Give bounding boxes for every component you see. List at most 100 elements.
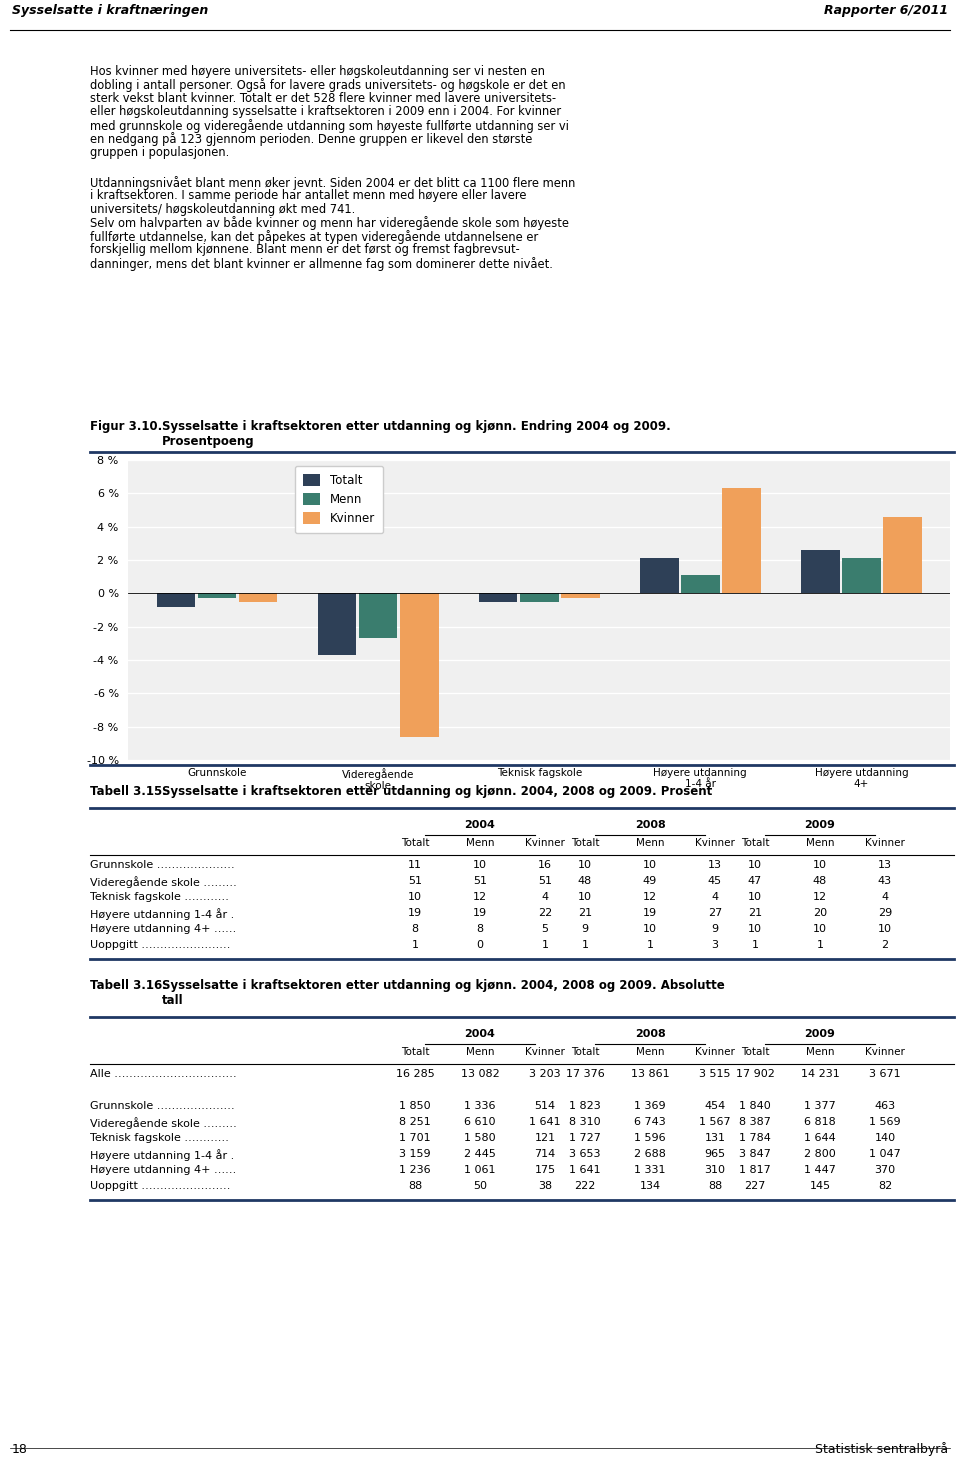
Text: 8: 8 (412, 924, 419, 934)
Text: 1 823: 1 823 (569, 1101, 601, 1111)
Bar (520, 593, 559, 602)
Text: Hos kvinner med høyere universitets- eller høgskoleutdanning ser vi nesten en: Hos kvinner med høyere universitets- ell… (90, 65, 545, 78)
Text: 43: 43 (878, 876, 892, 885)
Text: 22: 22 (538, 907, 552, 918)
Text: 1 850: 1 850 (399, 1101, 431, 1111)
Text: i kraftsektoren. I samme periode har antallet menn med høyere eller lavere: i kraftsektoren. I samme periode har ant… (90, 189, 526, 202)
Text: 1 784: 1 784 (739, 1134, 771, 1142)
Text: 12: 12 (473, 893, 487, 902)
Text: 2004: 2004 (465, 1029, 495, 1039)
Text: 49: 49 (643, 876, 658, 885)
Text: 3 515: 3 515 (699, 1069, 731, 1079)
Text: 1 644: 1 644 (804, 1134, 836, 1142)
Text: 1 567: 1 567 (699, 1117, 731, 1128)
Text: 965: 965 (705, 1148, 726, 1159)
Text: 10: 10 (878, 924, 892, 934)
Bar (156, 593, 195, 606)
Text: 2: 2 (881, 940, 889, 950)
Text: 145: 145 (809, 1181, 830, 1191)
Text: 3: 3 (711, 940, 718, 950)
Bar (400, 593, 439, 736)
Text: Uoppgitt ……………………: Uoppgitt …………………… (90, 1181, 230, 1191)
Text: 310: 310 (705, 1165, 726, 1175)
Text: Menn: Menn (805, 838, 834, 848)
Text: 21: 21 (578, 907, 592, 918)
Text: 10: 10 (408, 893, 422, 902)
Legend: Totalt, Menn, Kvinner: Totalt, Menn, Kvinner (295, 466, 383, 534)
Text: 12: 12 (813, 893, 828, 902)
Text: Grunnskole …………………: Grunnskole ………………… (90, 1101, 234, 1111)
Text: 1 336: 1 336 (465, 1101, 495, 1111)
Text: 454: 454 (705, 1101, 726, 1111)
Text: 82: 82 (877, 1181, 892, 1191)
Text: 17 902: 17 902 (735, 1069, 775, 1079)
Text: 6 610: 6 610 (465, 1117, 495, 1128)
Text: 10: 10 (813, 860, 827, 871)
Text: Selv om halvparten av både kvinner og menn har videregående skole som høyeste: Selv om halvparten av både kvinner og me… (90, 216, 569, 231)
Text: 4: 4 (711, 893, 719, 902)
Text: Prosentpoeng: Prosentpoeng (162, 435, 254, 448)
Text: 1: 1 (817, 940, 824, 950)
Text: Menn: Menn (466, 838, 494, 848)
Text: 10: 10 (748, 860, 762, 871)
Text: Statistisk sentralbyrå: Statistisk sentralbyrå (815, 1443, 948, 1456)
Text: 21: 21 (748, 907, 762, 918)
Text: 9: 9 (711, 924, 719, 934)
Text: 10: 10 (643, 860, 657, 871)
Text: 27: 27 (708, 907, 722, 918)
Text: 463: 463 (875, 1101, 896, 1111)
Text: 16: 16 (538, 860, 552, 871)
Text: 222: 222 (574, 1181, 596, 1191)
Text: 48: 48 (578, 876, 592, 885)
Text: Kvinner: Kvinner (525, 1046, 564, 1057)
Text: 1: 1 (582, 940, 588, 950)
Text: 4: 4 (881, 893, 889, 902)
Text: Teknisk fagskole …………: Teknisk fagskole ………… (90, 893, 228, 902)
Text: 1 641: 1 641 (569, 1165, 601, 1175)
Text: Teknisk fagskole …………: Teknisk fagskole ………… (90, 1134, 228, 1142)
Text: 1: 1 (412, 940, 419, 950)
Text: 0: 0 (476, 940, 484, 950)
Text: 3 847: 3 847 (739, 1148, 771, 1159)
Bar (801, 550, 840, 593)
Text: Uoppgitt ……………………: Uoppgitt …………………… (90, 940, 230, 950)
Text: Sysselsatte i kraftsektoren etter utdanning og kjønn. 2004, 2008 og 2009. Absolu: Sysselsatte i kraftsektoren etter utdann… (162, 978, 725, 992)
Text: dobling i antall personer. Også for lavere grads universitets- og høgskole er de: dobling i antall personer. Også for lave… (90, 78, 565, 93)
Text: 1: 1 (646, 940, 654, 950)
Text: 6 818: 6 818 (804, 1117, 836, 1128)
Bar (722, 488, 760, 593)
Bar (842, 559, 880, 593)
Text: 1 369: 1 369 (635, 1101, 666, 1111)
Text: 12: 12 (643, 893, 657, 902)
Text: med grunnskole og videregående utdanning som høyeste fullførte utdanning ser vi: med grunnskole og videregående utdanning… (90, 120, 569, 133)
Text: 10: 10 (748, 924, 762, 934)
Text: 48: 48 (813, 876, 828, 885)
Text: 19: 19 (643, 907, 657, 918)
Bar (681, 575, 720, 593)
Text: 1 569: 1 569 (869, 1117, 900, 1128)
Text: Totalt: Totalt (400, 1046, 429, 1057)
Text: Videregående skole ………: Videregående skole ……… (90, 876, 237, 888)
Text: 13: 13 (878, 860, 892, 871)
Text: 2 800: 2 800 (804, 1148, 836, 1159)
Text: Totalt: Totalt (571, 838, 599, 848)
Text: Alle ……………………………: Alle …………………………… (90, 1069, 236, 1079)
Text: Høyere utdanning 4+ ……: Høyere utdanning 4+ …… (90, 924, 236, 934)
Text: 88: 88 (708, 1181, 722, 1191)
Text: Menn: Menn (466, 1046, 494, 1057)
Text: sterk vekst blant kvinner. Totalt er det 528 flere kvinner med lavere universite: sterk vekst blant kvinner. Totalt er det… (90, 92, 556, 105)
Text: 11: 11 (408, 860, 422, 871)
Text: 1 727: 1 727 (569, 1134, 601, 1142)
Text: 5: 5 (541, 924, 548, 934)
Text: Totalt: Totalt (400, 838, 429, 848)
Text: 227: 227 (744, 1181, 766, 1191)
Text: Sysselsatte i kraftsektoren etter utdanning og kjønn. Endring 2004 og 2009.: Sysselsatte i kraftsektoren etter utdann… (162, 420, 671, 433)
Text: 1 596: 1 596 (635, 1134, 666, 1142)
Text: 50: 50 (473, 1181, 487, 1191)
Text: 51: 51 (473, 876, 487, 885)
Text: universitets/ høgskoleutdanning økt med 741.: universitets/ høgskoleutdanning økt med … (90, 202, 355, 216)
Text: Kvinner: Kvinner (695, 1046, 735, 1057)
Text: 29: 29 (877, 907, 892, 918)
Text: Utdanningsnivået blant menn øker jevnt. Siden 2004 er det blitt ca 1100 flere me: Utdanningsnivået blant menn øker jevnt. … (90, 176, 575, 189)
Text: 14 231: 14 231 (801, 1069, 839, 1079)
